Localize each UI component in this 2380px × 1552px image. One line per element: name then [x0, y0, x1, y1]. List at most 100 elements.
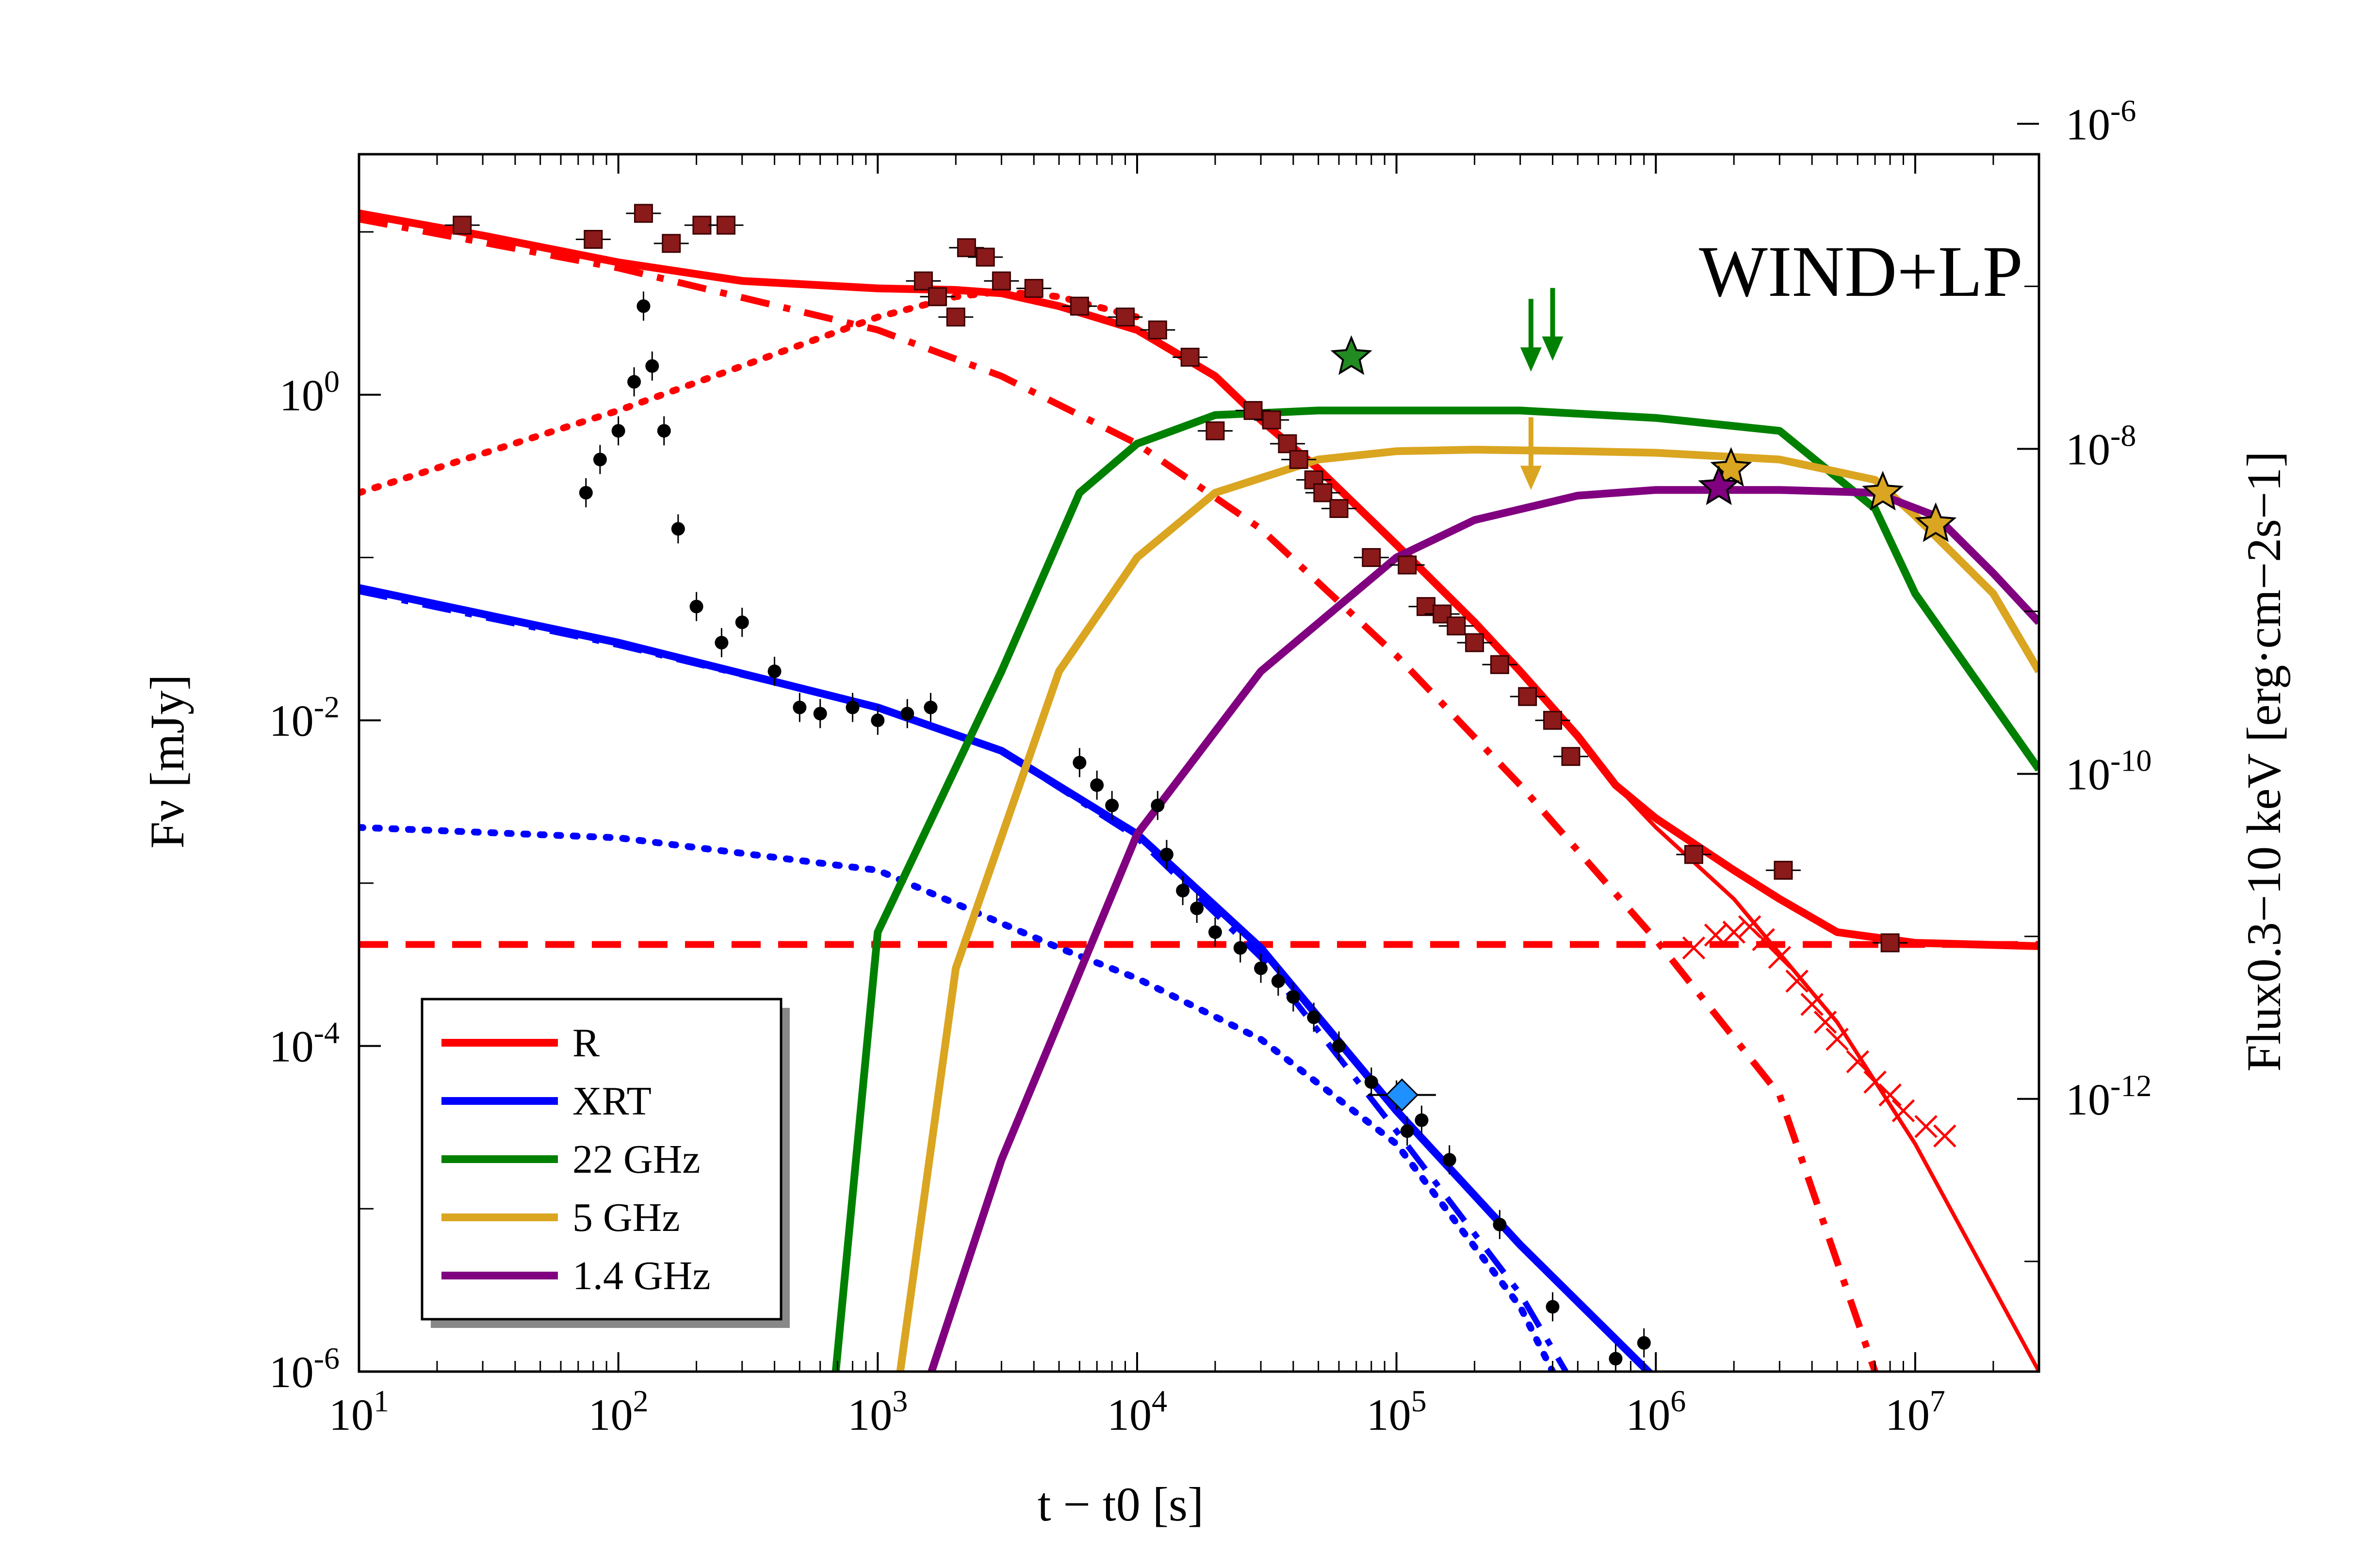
xrt-dot-point	[627, 375, 641, 389]
y2-axis-title: Flux0.3−10 keV [erg·cm−2s−1]	[2237, 451, 2291, 1071]
legend-label: XRT	[572, 1079, 652, 1124]
y2-tick-label: 10-6	[2066, 93, 2136, 149]
r-square-point	[1880, 933, 1900, 953]
annotation-label: WIND+LP	[1699, 231, 2023, 312]
xrt-dot-point	[871, 713, 885, 728]
xrt-dot-point	[1286, 990, 1300, 1004]
xrt-dot-point	[1609, 1352, 1623, 1366]
r-square-point	[913, 271, 933, 291]
xrt-dot-point	[1493, 1217, 1507, 1231]
xrt-dot-point	[1364, 1075, 1378, 1089]
r-square-point	[453, 215, 472, 235]
xrt-dot-point	[715, 636, 729, 650]
r-square-point	[992, 271, 1011, 291]
y2-tick-label: 10-12	[2066, 1068, 2152, 1124]
r-square-point	[584, 230, 603, 249]
r-square-point	[1024, 279, 1043, 298]
legend: R XRT 22 GHz 5 GHz 1.4 GHz	[421, 998, 790, 1328]
r-square-point	[662, 234, 681, 253]
r-cross-point	[1914, 1115, 1938, 1138]
xrt-diamond-point	[1385, 1078, 1419, 1112]
xrt-dot-point	[1233, 941, 1247, 955]
xrt-dot-point	[611, 424, 625, 438]
upper-limit-arrow-head	[1520, 466, 1542, 490]
upper-limit-arrow-head	[1542, 336, 1564, 361]
legend-label: 1.4 GHz	[572, 1253, 711, 1298]
xrt-dot-point	[1332, 1039, 1346, 1053]
r-cross-point	[1682, 936, 1706, 960]
xrt-dot-point	[1176, 884, 1190, 898]
xrt-dot-point	[579, 485, 593, 500]
x-tick-label: 107	[1885, 1384, 1945, 1439]
r-square-point	[1684, 845, 1703, 864]
r-square-point	[957, 238, 976, 258]
xrt-dot-point	[645, 359, 659, 373]
y2-tick-label: 10-8	[2066, 418, 2136, 474]
xrt-dot-point	[1073, 756, 1087, 770]
series-1-4-ghz-solid-line	[927, 486, 2039, 1372]
y-tick-label: 100	[279, 364, 340, 420]
r-square-point	[717, 215, 736, 235]
y-tick-label: 10-6	[269, 1341, 340, 1397]
xrt-dot-point	[793, 700, 807, 714]
series-xrt-dotted-line	[359, 824, 1556, 1372]
r-square-point	[1398, 555, 1417, 575]
legend-label: R	[572, 1020, 600, 1066]
r-square-point	[1447, 616, 1466, 636]
r-cross-point	[1863, 1070, 1887, 1094]
1-4-ghz-star-point	[1915, 502, 1957, 542]
r-square-point	[1490, 655, 1509, 674]
upper-limit-arrow-head	[1520, 347, 1542, 372]
xrt-dot-point	[1208, 925, 1222, 939]
r-square-point	[1518, 687, 1537, 706]
x-tick-label: 102	[588, 1384, 649, 1439]
r-cross-point	[1722, 921, 1745, 944]
r-square-point	[928, 287, 947, 307]
r-cross-point	[1846, 1050, 1870, 1073]
xrt-dot-point	[1307, 1010, 1321, 1024]
r-square-point	[1180, 347, 1200, 367]
xrt-dot-point	[689, 599, 703, 614]
r-square-point	[1289, 450, 1308, 469]
r-square-point	[1774, 860, 1793, 880]
xrt-dot-point	[593, 453, 607, 467]
r-square-point	[1243, 401, 1263, 420]
xrt-dot-point	[1415, 1113, 1429, 1127]
legend-label: 22 GHz	[572, 1137, 701, 1182]
xrt-dot-point	[1546, 1300, 1560, 1314]
r-square-point	[1148, 320, 1167, 340]
xrt-dot-point	[767, 664, 782, 679]
data-points	[444, 204, 1957, 1372]
r-square-point	[1561, 747, 1581, 766]
xrt-dot-point	[924, 700, 938, 714]
x-axis-title: t − t0 [s]	[1038, 1477, 1204, 1531]
r-square-point	[1313, 483, 1333, 502]
r-cross-point	[1891, 1099, 1915, 1122]
r-square-point	[1465, 633, 1484, 652]
xrt-dot-point	[657, 424, 671, 438]
r-square-point	[946, 307, 965, 327]
r-cross-point	[1768, 946, 1792, 969]
r-square-point	[1262, 410, 1281, 430]
r-square-point	[976, 247, 995, 267]
r-cross-point	[1813, 1010, 1837, 1034]
xrt-dot-point	[1400, 1124, 1414, 1138]
22-ghz-star-point	[1330, 335, 1372, 375]
xrt-dot-point	[1090, 778, 1104, 792]
xrt-dot-point	[1151, 798, 1165, 812]
r-cross-point	[1785, 970, 1809, 993]
xrt-dot-point	[636, 299, 651, 313]
x-tick-label: 106	[1626, 1384, 1686, 1439]
r-square-point	[1115, 307, 1135, 327]
series-r-solid-thin-line	[1614, 784, 2039, 1372]
xrt-dot-point	[813, 707, 827, 721]
xrt-dot-point	[735, 615, 749, 630]
y2-tick-label: 10-10	[2066, 744, 2152, 799]
xrt-dot-point	[1442, 1153, 1456, 1167]
r-square-point	[1362, 548, 1381, 567]
r-square-point	[1206, 421, 1225, 440]
x-tick-label: 101	[329, 1384, 389, 1439]
r-square-point	[1329, 499, 1349, 518]
xrt-dot-point	[846, 700, 860, 714]
